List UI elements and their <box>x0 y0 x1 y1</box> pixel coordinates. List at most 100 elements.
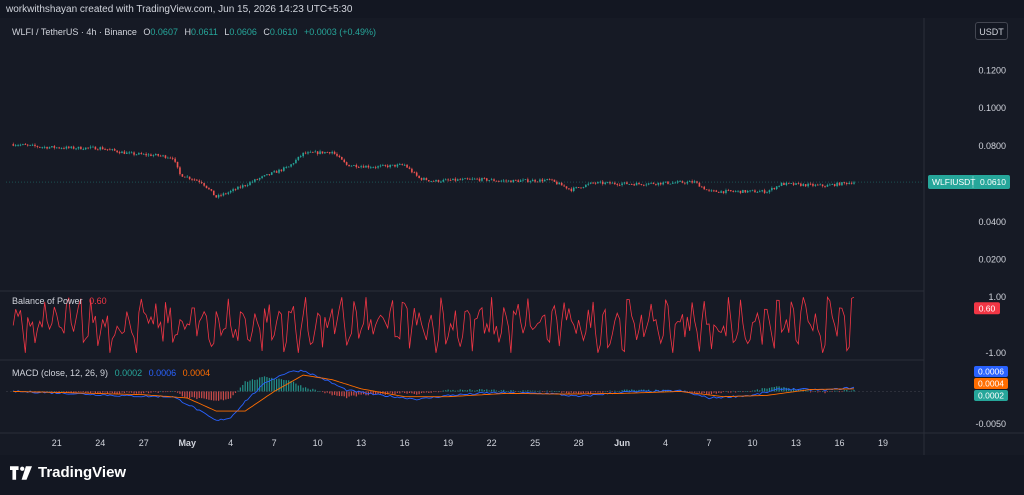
time-tick-label: 10 <box>313 438 323 448</box>
bop-legend: Balance of Power 0.60 <box>12 296 107 306</box>
macd-histogram-bar <box>510 390 512 392</box>
candle-body <box>551 179 553 181</box>
macd-histogram-bar <box>133 391 135 394</box>
price-tick-label: 0.1200 <box>978 65 1006 75</box>
candle-body <box>737 190 739 192</box>
candle-body <box>104 149 106 151</box>
currency-button[interactable]: USDT <box>975 22 1008 40</box>
candle-body <box>792 183 795 185</box>
macd-histogram-bar <box>570 391 572 393</box>
macd-histogram-bar <box>756 389 758 392</box>
macd-hist-value: 0.0002 <box>114 368 143 378</box>
macd-histogram-bar <box>348 391 350 397</box>
macd-histogram-bar <box>580 391 582 394</box>
candle-body <box>669 183 672 185</box>
macd-histogram-bar <box>77 391 80 393</box>
candle-body <box>821 184 824 187</box>
candle-body <box>746 190 749 193</box>
macd-histogram-bar <box>706 391 708 395</box>
time-tick-label: 16 <box>400 438 410 448</box>
candle-body <box>186 176 188 178</box>
candle-body <box>285 166 288 168</box>
candle-body <box>768 190 771 193</box>
candle-body <box>287 166 290 168</box>
macd-histogram-bar <box>430 391 432 393</box>
candle-body <box>263 175 266 177</box>
macd-histogram-bar <box>635 390 638 392</box>
candle-body <box>539 179 541 182</box>
macd-histogram-bar <box>326 391 328 393</box>
tradingview-logo[interactable]: TradingView <box>10 464 126 481</box>
macd-histogram-bar <box>553 391 556 392</box>
candle-body <box>229 190 232 193</box>
time-tick-label: 13 <box>791 438 801 448</box>
candle-body <box>408 167 411 169</box>
macd-histogram-bar <box>834 390 836 392</box>
macd-histogram-bar <box>693 391 696 394</box>
candle-body <box>616 184 619 185</box>
high-label: H <box>184 27 191 37</box>
candle-body <box>563 185 565 187</box>
candle-body <box>82 149 85 151</box>
macd-histogram-bar <box>754 390 756 392</box>
macd-histogram-bar <box>735 391 737 393</box>
candle-body <box>626 182 628 185</box>
candle-body <box>778 185 780 187</box>
macd-histogram-bar <box>140 391 142 394</box>
candle-body <box>157 154 160 156</box>
chart-canvas[interactable]: 0.12000.10000.08000.06000.04000.0200WLFI… <box>0 0 1024 455</box>
candle-body <box>652 182 655 184</box>
price-tick-label: 0.0200 <box>978 255 1006 265</box>
macd-histogram-bar <box>517 391 519 392</box>
macd-histogram-bar <box>203 391 205 399</box>
candle-body <box>476 178 478 180</box>
candle-body <box>84 147 87 150</box>
macd-histogram-bar <box>771 387 773 392</box>
price-tag-symbol: WLFIUSDT <box>932 177 975 187</box>
macd-histogram-bar <box>215 391 217 401</box>
candle-body <box>43 146 46 148</box>
candle-body <box>394 164 396 167</box>
candle-body <box>418 175 420 179</box>
candle-body <box>324 152 326 154</box>
candle-body <box>94 146 97 150</box>
candle-body <box>270 172 273 175</box>
macd-tag-value: 0.0002 <box>978 391 1004 401</box>
candle-body <box>99 147 102 150</box>
candle-body <box>703 186 706 190</box>
macd-histogram-bar <box>843 390 845 392</box>
macd-histogram-bar <box>271 377 273 392</box>
macd-histogram-bar <box>744 391 746 392</box>
candle-body <box>34 144 36 147</box>
macd-histogram-bar <box>459 389 461 392</box>
macd-histogram-bar <box>317 391 319 392</box>
macd-histogram-bar <box>321 391 324 393</box>
candle-body <box>577 187 580 188</box>
macd-histogram-bar <box>585 391 587 393</box>
candle-body <box>514 179 517 181</box>
candle-body <box>686 181 689 184</box>
candle-body <box>442 179 445 182</box>
candle-body <box>343 159 346 163</box>
macd-histogram-bar <box>302 387 304 392</box>
candle-body <box>379 165 382 167</box>
macd-histogram-bar <box>824 391 826 394</box>
macd-histogram-bar <box>809 391 812 393</box>
bop-line <box>12 295 855 353</box>
candle-body <box>147 154 150 156</box>
axes: 0.12000.10000.08000.06000.04000.0200WLFI… <box>52 65 1010 448</box>
macd-histogram-bar <box>474 390 476 392</box>
candle-body <box>715 190 718 192</box>
candle-body <box>701 186 703 188</box>
macd-histogram-bar <box>788 388 790 392</box>
macd-histogram-bar <box>486 389 488 392</box>
candle-body <box>816 184 819 186</box>
candle-body <box>775 186 778 190</box>
macd-histogram-bar <box>725 391 727 392</box>
macd-histogram-bar <box>290 381 292 392</box>
candle-body <box>541 179 544 182</box>
candle-body <box>101 147 104 150</box>
macd-histogram-bar <box>737 391 739 392</box>
open-label: O <box>143 27 151 37</box>
candle-body <box>183 176 186 178</box>
